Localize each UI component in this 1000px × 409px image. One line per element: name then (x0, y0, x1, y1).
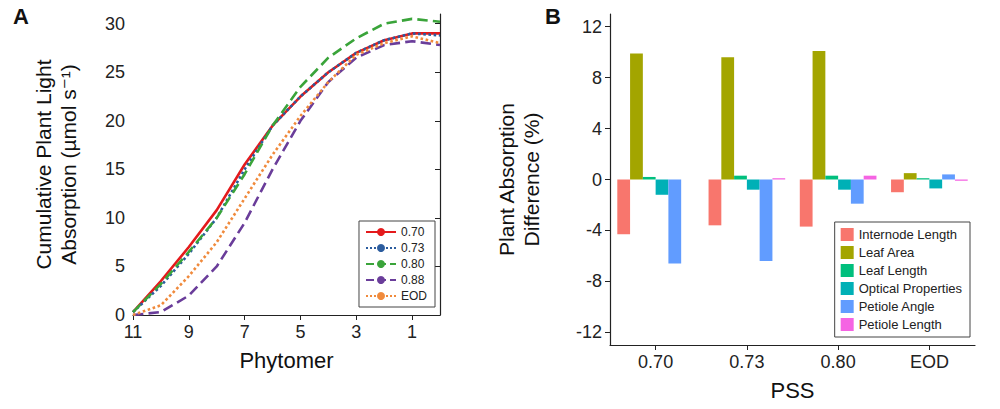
svg-text:11: 11 (124, 322, 143, 342)
svg-text:0.80: 0.80 (821, 352, 856, 372)
svg-text:EOD: EOD (910, 352, 949, 372)
svg-text:12: 12 (582, 17, 602, 37)
svg-text:5: 5 (115, 256, 125, 276)
svg-text:20: 20 (105, 111, 125, 131)
svg-text:0: 0 (592, 170, 602, 190)
svg-text:7: 7 (240, 322, 250, 342)
svg-text:1: 1 (407, 322, 417, 342)
svg-text:A: A (13, 4, 29, 29)
svg-text:0.73: 0.73 (729, 352, 764, 372)
svg-text:Leaf Area: Leaf Area (859, 245, 915, 260)
svg-text:Leaf Length: Leaf Length (859, 263, 928, 278)
svg-text:-8: -8 (586, 271, 602, 291)
svg-text:8: 8 (592, 68, 602, 88)
svg-text:5: 5 (295, 322, 305, 342)
svg-text:Difference (%): Difference (%) (520, 113, 543, 247)
svg-text:Plant Absorption: Plant Absorption (495, 103, 518, 256)
svg-text:Phytomer: Phytomer (239, 348, 333, 373)
svg-text:10: 10 (105, 208, 125, 228)
svg-text:0: 0 (115, 305, 125, 325)
svg-text:Absorption (µmol s⁻¹): Absorption (µmol s⁻¹) (57, 64, 80, 265)
svg-text:0.70: 0.70 (638, 352, 673, 372)
svg-text:0.70: 0.70 (401, 225, 425, 239)
svg-text:Internode Length: Internode Length (859, 227, 957, 242)
svg-text:-4: -4 (586, 220, 602, 240)
svg-text:Cumulative Plant Light: Cumulative Plant Light (32, 59, 55, 269)
svg-text:4: 4 (592, 119, 602, 139)
svg-text:Petiole Angle: Petiole Angle (859, 299, 935, 314)
svg-text:-12: -12 (576, 322, 602, 342)
svg-text:30: 30 (105, 14, 125, 34)
svg-text:B: B (545, 4, 561, 29)
svg-text:Petiole Length: Petiole Length (859, 317, 942, 332)
svg-text:0.73: 0.73 (401, 241, 425, 255)
svg-text:9: 9 (184, 322, 194, 342)
svg-text:EOD: EOD (401, 289, 427, 303)
svg-text:Optical Properties: Optical Properties (859, 281, 963, 296)
svg-text:0.80: 0.80 (401, 257, 425, 271)
svg-text:3: 3 (351, 322, 361, 342)
svg-text:25: 25 (105, 62, 125, 82)
svg-text:PSS: PSS (770, 378, 814, 403)
svg-text:0.88: 0.88 (401, 273, 425, 287)
svg-text:15: 15 (105, 159, 125, 179)
